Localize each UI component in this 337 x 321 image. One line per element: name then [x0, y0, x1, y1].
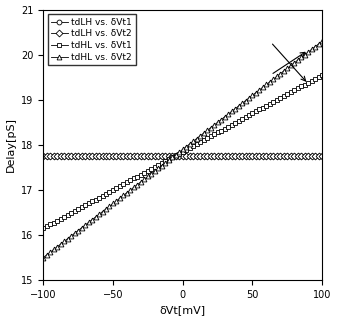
tdHL vs. δVt2 — [282, 69, 286, 73]
X-axis label: δVt[mV]: δVt[mV] — [160, 306, 206, 316]
Line: tdHL vs. δVt2: tdHL vs. δVt2 — [41, 39, 325, 260]
tdHL vs. δVt2 — [41, 256, 45, 260]
tdLH vs. δVt1 — [195, 154, 199, 158]
Y-axis label: Delay[pS]: Delay[pS] — [5, 117, 16, 172]
tdHL vs. δVt1 — [282, 94, 286, 98]
tdLH vs. δVt2 — [247, 154, 251, 158]
tdLH vs. δVt1 — [268, 154, 272, 158]
tdHL vs. δVt2 — [320, 39, 324, 43]
tdLH vs. δVt2 — [41, 154, 45, 158]
tdHL vs. δVt2 — [268, 80, 272, 84]
tdHL vs. δVt1 — [195, 142, 199, 146]
tdLH vs. δVt1 — [320, 154, 324, 158]
tdLH vs. δVt1 — [247, 154, 251, 158]
tdLH vs. δVt1 — [292, 154, 296, 158]
tdLH vs. δVt1 — [41, 154, 45, 158]
Line: tdLH vs. δVt2: tdLH vs. δVt2 — [41, 153, 325, 158]
tdLH vs. δVt2 — [216, 154, 220, 158]
Line: tdLH vs. δVt1: tdLH vs. δVt1 — [41, 153, 325, 158]
Line: tdHL vs. δVt1: tdHL vs. δVt1 — [41, 73, 325, 231]
tdLH vs. δVt2 — [292, 154, 296, 158]
tdHL vs. δVt2 — [292, 61, 296, 65]
tdLH vs. δVt2 — [282, 154, 286, 158]
tdHL vs. δVt2 — [216, 120, 220, 124]
tdHL vs. δVt2 — [247, 96, 251, 100]
tdHL vs. δVt1 — [268, 102, 272, 106]
tdLH vs. δVt2 — [195, 154, 199, 158]
tdHL vs. δVt1 — [320, 73, 324, 77]
Legend: tdLH vs. δVt1, tdLH vs. δVt2, tdHL vs. δVt1, tdHL vs. δVt2: tdLH vs. δVt1, tdLH vs. δVt2, tdHL vs. δ… — [48, 14, 135, 65]
tdHL vs. δVt1 — [292, 88, 296, 92]
tdHL vs. δVt2 — [195, 137, 199, 141]
tdLH vs. δVt2 — [268, 154, 272, 158]
tdHL vs. δVt1 — [247, 113, 251, 117]
tdHL vs. δVt1 — [41, 226, 45, 230]
tdHL vs. δVt1 — [216, 131, 220, 134]
tdLH vs. δVt1 — [282, 154, 286, 158]
tdLH vs. δVt1 — [216, 154, 220, 158]
tdLH vs. δVt2 — [320, 154, 324, 158]
